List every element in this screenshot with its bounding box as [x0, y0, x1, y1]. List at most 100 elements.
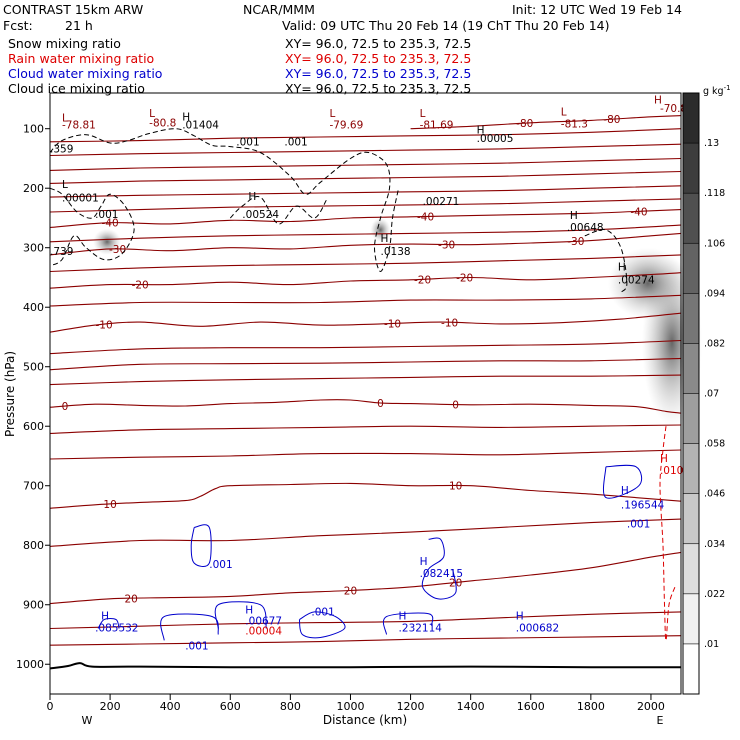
extremum-label: H [618, 261, 626, 273]
colorbar-level-label: .058 [704, 439, 725, 450]
field-rain-xy: XY= 96.0, 72.5 to 235.3, 72.5 [285, 51, 471, 66]
colorbar-level-label: .13 [704, 138, 719, 149]
cloud-mixing-ratio-contours [49, 128, 676, 641]
temperature-contour-label: 10 [449, 481, 462, 493]
extremum-label: -70.8 [660, 103, 687, 115]
isentrope-line [49, 449, 682, 460]
cloud-water-contour [298, 611, 346, 639]
colorbar-level-label: .082 [704, 338, 725, 349]
extremum-label: .082415 [420, 568, 463, 580]
isentrope-line [49, 357, 682, 371]
x-tick-label: 400 [160, 700, 181, 713]
y-tick-label: 800 [23, 539, 44, 552]
min-max-labels: L-78.81L-80.8L-79.69L-81.69L-81.3H-70.8H… [50, 95, 687, 653]
extremum-label: H [182, 111, 190, 123]
colorbar-level-label: .034 [704, 539, 725, 550]
terrain-line [49, 662, 682, 670]
extremum-label: -78.81 [62, 120, 96, 132]
extremum-label: -81.69 [420, 120, 454, 132]
temperature-contour-label: -20 [132, 280, 149, 292]
colorbar-swatch [683, 243, 699, 294]
temperature-contour-line [49, 272, 682, 289]
isentrope-line [49, 518, 682, 547]
extremum-label: .0138 [381, 246, 411, 258]
colorbar: .13 .118 .106 .094 .082 .07 .058 .046 .034 .022 .0… [682, 92, 725, 695]
forecast-hour: 21 h [65, 18, 93, 33]
extremum-label: H [101, 611, 109, 623]
colorbar-swatch [683, 593, 699, 645]
extremum-label: H [654, 95, 662, 107]
isentrope-line [49, 157, 682, 171]
x-tick-label: 2000 [637, 700, 665, 713]
field-cloud-water-xy: XY= 96.0, 72.5 to 235.3, 72.5 [285, 66, 471, 81]
x-tick-label: 1000 [336, 700, 364, 713]
colorbar-level-label: .118 [704, 188, 725, 199]
temperature-contour-label: -10 [441, 317, 458, 329]
cloud-ice-contour [49, 187, 135, 267]
extremum-label: .001 [311, 606, 334, 618]
extremum-label: .00274 [618, 274, 655, 286]
temperature-contour-label: -10 [96, 319, 113, 331]
extremum-label: H [420, 556, 428, 568]
x-axis-label: Distance (km) [323, 713, 407, 727]
y-tick-label: 1000 [16, 658, 44, 671]
west-endpoint-label: W [82, 714, 93, 727]
field-cloud-water-name: Cloud water mixing ratio [8, 66, 162, 81]
temperature-contour-label: -40 [630, 206, 647, 218]
colorbar-level-label: .022 [704, 589, 725, 600]
temperature-contour-line [49, 551, 682, 605]
colorbar-level-label: .046 [704, 489, 725, 500]
extremum-label: .000682 [516, 623, 559, 635]
extremum-label: H [248, 191, 256, 203]
extremum-label: L [62, 113, 68, 125]
colorbar-swatch [683, 543, 699, 595]
x-tick-label: 1800 [577, 700, 605, 713]
isentrope-line [49, 254, 682, 273]
x-tick-label: 600 [220, 700, 241, 713]
field-cloud-ice-name: Cloud ice mixing ratio [8, 81, 145, 96]
extremum-label: L [329, 108, 335, 120]
colorbar-units-text: g kg [703, 86, 724, 97]
isentrope-line [49, 170, 682, 184]
temperature-contour-label: -10 [384, 319, 401, 331]
colorbar-swatch [683, 393, 699, 445]
extremum-label: -79.69 [329, 120, 363, 132]
x-tick-label: 1400 [457, 700, 485, 713]
extremum-label: H [477, 124, 485, 136]
extremum-label: .00001 [62, 192, 99, 204]
temperature-contour-label: -20 [414, 274, 431, 286]
extremum-label: -80.8 [149, 117, 176, 129]
extremum-label: L [561, 107, 567, 119]
cloud-water-contour [382, 612, 434, 635]
x-tick-label: 1200 [397, 700, 425, 713]
colorbar-swatch [683, 293, 699, 344]
extremum-label: H [621, 485, 629, 497]
temperature-contour-line [49, 482, 682, 509]
temperature-contour-label: 10 [103, 499, 116, 511]
temperature-contour-label: -80 [516, 118, 533, 130]
extremum-label: L [420, 108, 426, 120]
extremum-label: H [570, 210, 578, 222]
extremum-label: .00005 [477, 133, 514, 145]
cloud-ice-contour [229, 196, 327, 225]
colorbar-swatch [683, 493, 699, 545]
colorbar-swatch [683, 343, 699, 394]
temperature-contour-label: -40 [417, 211, 434, 223]
cloud-water-contour [421, 537, 457, 600]
isentrope-line [49, 198, 682, 213]
y-axis-label: Pressure (hPa) [3, 351, 17, 437]
colorbar-level-label: .01 [704, 639, 719, 650]
y-tick-label: 100 [23, 123, 44, 136]
init-time: Init: 12 UTC Wed 19 Feb 14 [512, 2, 682, 17]
cloud-water-contour [602, 464, 643, 499]
extremum-label: .359 [50, 144, 73, 156]
field-snow-xy: XY= 96.0, 72.5 to 235.3, 72.5 [285, 36, 471, 51]
extremum-label: .001 [185, 640, 208, 652]
cloud-water-contour [160, 613, 219, 641]
isentrope-line [49, 185, 682, 198]
valid-time: Valid: 09 UTC Thu 20 Feb 14 (19 ChT Thu … [282, 18, 610, 33]
extremum-label: .232114 [399, 623, 443, 635]
temperature-contour-label: -30 [567, 236, 584, 248]
x-tick-label: 1600 [517, 700, 545, 713]
